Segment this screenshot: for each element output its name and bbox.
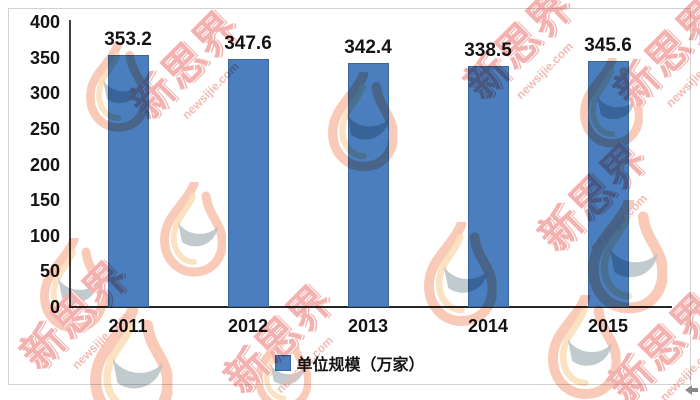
bar-2013	[347, 63, 389, 307]
y-tick-label: 150	[29, 190, 60, 211]
cursor-left-arrow-icon	[685, 385, 698, 395]
bar-2015	[587, 60, 629, 307]
y-tick-label: 50	[39, 261, 60, 282]
y-tick-label: 250	[29, 118, 60, 139]
bar-value-label: 345.6	[584, 34, 632, 56]
bar-value-label: 342.4	[344, 37, 392, 59]
y-tick-label: 0	[49, 297, 60, 317]
x-axis-label: 2013	[347, 316, 389, 336]
x-axis-label: 2015	[587, 316, 629, 336]
bar-2014	[467, 65, 509, 307]
bar-value-label: 353.2	[104, 29, 152, 51]
y-tick-label: 200	[29, 154, 60, 175]
x-axis-line	[69, 306, 672, 308]
y-tick-label: 350	[29, 47, 60, 68]
x-axis-label: 2014	[467, 316, 509, 336]
bar-value-label: 347.6	[224, 33, 272, 55]
y-axis-line	[69, 20, 71, 307]
bar-2011	[107, 55, 149, 307]
bar-value-label: 338.5	[464, 39, 512, 61]
bar-2012	[227, 59, 269, 307]
y-tick-label: 400	[29, 12, 60, 32]
y-tick-label: 100	[29, 225, 60, 246]
legend-marker-icon	[275, 355, 292, 371]
y-tick-label: 300	[29, 83, 60, 104]
legend-label: 单位规模（万家）	[296, 357, 425, 374]
x-axis-label: 2011	[108, 316, 148, 336]
x-axis-label: 2012	[227, 316, 269, 336]
legend: 单位规模（万家）	[0, 351, 700, 375]
